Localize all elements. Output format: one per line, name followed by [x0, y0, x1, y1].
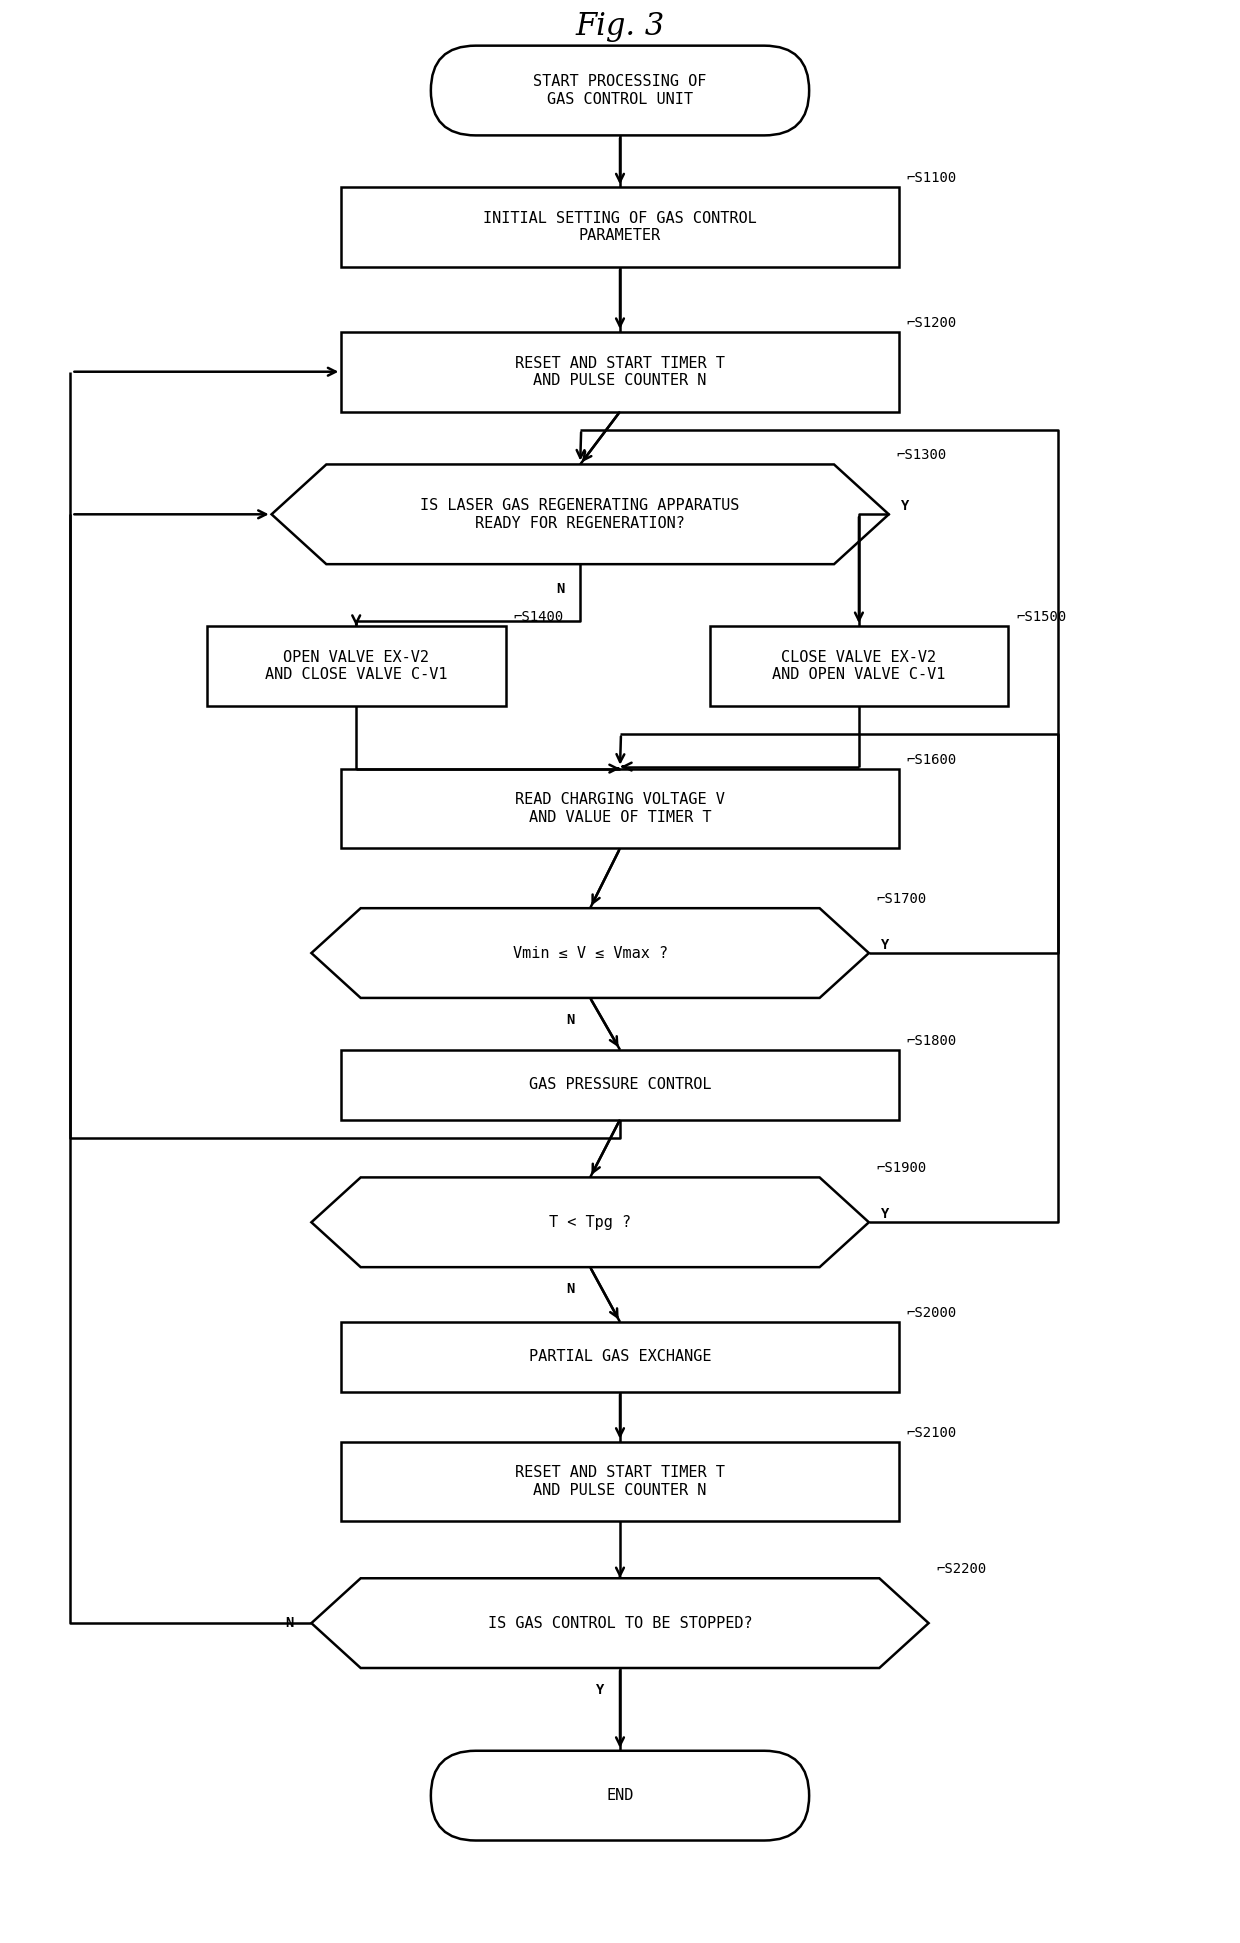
Bar	[341, 1049, 899, 1119]
Text: RESET AND START TIMER T
AND PULSE COUNTER N: RESET AND START TIMER T AND PULSE COUNTE…	[515, 1465, 725, 1498]
Text: ⌐S2200: ⌐S2200	[936, 1562, 987, 1576]
Bar	[341, 187, 899, 266]
Text: ⌐S2100: ⌐S2100	[906, 1426, 957, 1440]
Polygon shape	[272, 464, 889, 563]
Bar	[341, 1321, 899, 1391]
FancyBboxPatch shape	[430, 45, 810, 136]
Text: ⌐S1800: ⌐S1800	[906, 1034, 957, 1047]
Text: GAS PRESSURE CONTROL: GAS PRESSURE CONTROL	[528, 1076, 712, 1092]
Text: RESET AND START TIMER T
AND PULSE COUNTER N: RESET AND START TIMER T AND PULSE COUNTE…	[515, 356, 725, 389]
Text: N: N	[556, 583, 564, 597]
Bar	[341, 769, 899, 849]
Bar	[341, 332, 899, 412]
Polygon shape	[311, 1578, 929, 1667]
Text: ⌐S1400: ⌐S1400	[513, 610, 564, 624]
Text: N: N	[565, 1012, 574, 1028]
Bar	[709, 626, 1008, 705]
Polygon shape	[311, 907, 869, 999]
Text: PARTIAL GAS EXCHANGE: PARTIAL GAS EXCHANGE	[528, 1348, 712, 1364]
Text: ⌐S1900: ⌐S1900	[877, 1162, 928, 1176]
Bar	[341, 1442, 899, 1521]
Text: ⌐S1600: ⌐S1600	[906, 752, 957, 767]
Text: IS LASER GAS REGENERATING APPARATUS
READY FOR REGENERATION?: IS LASER GAS REGENERATING APPARATUS READ…	[420, 497, 740, 530]
Text: Fig. 3: Fig. 3	[575, 12, 665, 41]
Text: START PROCESSING OF
GAS CONTROL UNIT: START PROCESSING OF GAS CONTROL UNIT	[533, 74, 707, 107]
Bar	[207, 626, 506, 705]
Text: Y: Y	[880, 1207, 889, 1222]
Text: Y: Y	[900, 499, 909, 513]
Text: ⌐S1300: ⌐S1300	[897, 449, 947, 462]
Text: Y: Y	[596, 1683, 604, 1696]
Text: INITIAL SETTING OF GAS CONTROL
PARAMETER: INITIAL SETTING OF GAS CONTROL PARAMETER	[484, 212, 756, 243]
Text: ⌐S1700: ⌐S1700	[877, 892, 928, 905]
Text: IS GAS CONTROL TO BE STOPPED?: IS GAS CONTROL TO BE STOPPED?	[487, 1617, 753, 1630]
Text: END: END	[606, 1788, 634, 1803]
Text: Y: Y	[880, 938, 889, 952]
Text: N: N	[285, 1617, 294, 1630]
Text: OPEN VALVE EX-V2
AND CLOSE VALVE C-V1: OPEN VALVE EX-V2 AND CLOSE VALVE C-V1	[265, 649, 448, 682]
Text: T < Tpg ?: T < Tpg ?	[549, 1214, 631, 1230]
Text: ⌐S2000: ⌐S2000	[906, 1306, 957, 1319]
Text: Vmin ≤ V ≤ Vmax ?: Vmin ≤ V ≤ Vmax ?	[512, 946, 667, 960]
Text: ⌐S1500: ⌐S1500	[1017, 610, 1066, 624]
Text: N: N	[565, 1282, 574, 1296]
Polygon shape	[311, 1177, 869, 1267]
Text: CLOSE VALVE EX-V2
AND OPEN VALVE C-V1: CLOSE VALVE EX-V2 AND OPEN VALVE C-V1	[773, 649, 946, 682]
FancyBboxPatch shape	[430, 1751, 810, 1840]
Text: READ CHARGING VOLTAGE V
AND VALUE OF TIMER T: READ CHARGING VOLTAGE V AND VALUE OF TIM…	[515, 793, 725, 824]
Text: ⌐S1100: ⌐S1100	[906, 171, 957, 185]
Text: ⌐S1200: ⌐S1200	[906, 317, 957, 330]
